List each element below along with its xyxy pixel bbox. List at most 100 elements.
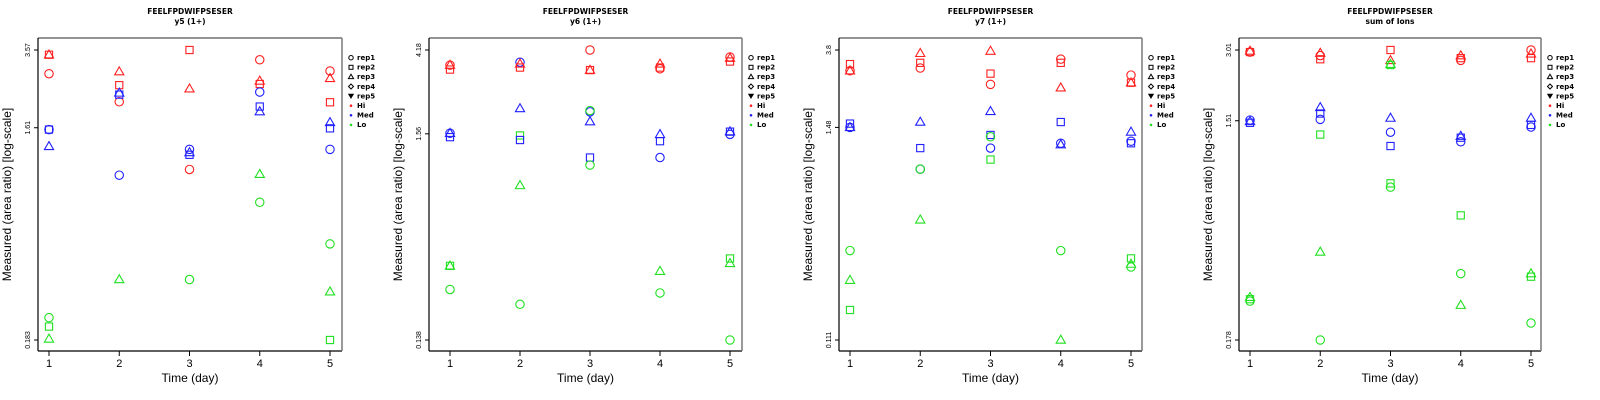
legend-label: rep4 <box>357 83 375 91</box>
triangle-down-icon <box>747 93 755 99</box>
legend-label: Med <box>357 112 374 120</box>
square-icon <box>348 64 354 70</box>
dot-icon <box>1149 114 1153 117</box>
data-point-lo-rep1 <box>1455 268 1466 279</box>
data-point-lo-rep1 <box>1385 182 1396 192</box>
legend-item: rep1 <box>1148 54 1175 62</box>
data-point-lo-rep3 <box>1455 299 1467 309</box>
chart-subtitle: sum of Ions <box>1365 17 1415 26</box>
data-point-med-rep3 <box>444 127 456 138</box>
x-axis-label: Time (day) <box>557 371 614 385</box>
data-point-med-rep3 <box>844 121 856 132</box>
data-points <box>444 45 736 345</box>
data-point-med-rep2 <box>515 135 525 145</box>
data-point-hi-rep3 <box>43 48 55 59</box>
data-point-med-rep1 <box>1526 122 1536 132</box>
data-point-med-rep2 <box>1386 141 1395 151</box>
legend-label: rep3 <box>357 73 375 81</box>
data-point-hi-rep1 <box>44 68 54 79</box>
x-tick-label: 3 <box>987 358 993 370</box>
legend-item: rep4 <box>347 83 375 91</box>
square-icon <box>1547 64 1553 70</box>
legend-label: rep1 <box>1556 54 1574 62</box>
legend-item: rep5 <box>1147 92 1175 100</box>
data-point-med-rep3 <box>1384 112 1397 122</box>
data-point-hi-rep1 <box>114 97 125 107</box>
dot-icon <box>749 123 753 127</box>
y-tick-label: 0.178 <box>1226 331 1233 349</box>
data-point-lo-rep3 <box>654 265 666 275</box>
triangle-icon <box>1147 73 1155 80</box>
dot-icon <box>749 114 753 117</box>
data-point-hi-rep3 <box>654 57 666 68</box>
data-point-med-rep3 <box>1055 138 1067 149</box>
y-tick-label: 1.56 <box>416 127 423 141</box>
data-point-med-rep2 <box>185 150 194 159</box>
x-tick-label: 5 <box>727 358 733 370</box>
data-point-med-rep1 <box>184 144 195 155</box>
data-point-med-rep3 <box>984 105 997 116</box>
data-point-lo-rep3 <box>844 274 856 284</box>
data-point-lo-rep3 <box>444 259 456 270</box>
x-tick-label: 1 <box>1247 358 1253 370</box>
data-points <box>43 45 336 345</box>
legend-label: rep2 <box>757 64 775 72</box>
x-tick-label: 2 <box>917 358 923 370</box>
x-axis-label: Time (day) <box>162 371 219 385</box>
data-point-lo-rep3 <box>1244 291 1256 302</box>
x-tick-label: 3 <box>186 358 192 370</box>
data-point-med-rep2 <box>44 125 54 134</box>
legend-item: Lo <box>1548 121 1565 129</box>
triangle-down-icon <box>347 93 355 99</box>
legend-item: Hi <box>349 102 365 110</box>
legend-item: rep3 <box>747 73 775 81</box>
data-point-hi-rep1 <box>1315 50 1326 61</box>
chart-subtitle: y7 (1+) <box>975 17 1006 26</box>
legend-item: rep1 <box>748 54 775 62</box>
data-point-lo-rep1 <box>585 160 595 170</box>
legend-item: Lo <box>749 121 766 129</box>
legend-item: rep4 <box>1546 83 1574 91</box>
data-point-hi-rep2 <box>1056 58 1065 67</box>
data-point-hi-rep3 <box>724 52 736 62</box>
legend-label: rep5 <box>757 92 775 100</box>
data-point-med-rep1 <box>1385 127 1396 137</box>
data-point-med-rep1 <box>1315 114 1326 125</box>
circle-icon <box>748 55 754 61</box>
legend-item: Lo <box>349 121 366 129</box>
chart-subtitle: y5 (1+) <box>174 17 205 26</box>
data-point-hi-rep1 <box>1245 47 1255 57</box>
data-point-lo-rep3 <box>254 168 266 178</box>
legend-label: rep3 <box>757 73 775 81</box>
data-point-med-rep3 <box>113 87 125 97</box>
data-point-lo-rep1 <box>1055 245 1066 256</box>
data-point-hi-rep3 <box>844 64 856 75</box>
diamond-icon <box>747 83 755 90</box>
circle-icon <box>1547 55 1553 61</box>
data-point-med-rep2 <box>255 102 264 111</box>
x-tick-label: 1 <box>447 358 453 370</box>
data-point-hi-rep2 <box>1316 55 1325 64</box>
data-point-hi-rep2 <box>845 59 855 69</box>
legend-item: rep1 <box>348 54 375 62</box>
data-point-hi-rep3 <box>1244 45 1256 55</box>
x-tick-label: 3 <box>587 358 593 370</box>
x-tick-label: 4 <box>257 358 263 370</box>
data-point-med-rep3 <box>914 116 926 126</box>
diamond-icon <box>347 83 355 90</box>
data-point-med-rep2 <box>845 119 855 128</box>
dot-icon <box>1548 104 1552 107</box>
legend-label: rep4 <box>1556 83 1574 91</box>
data-point-lo-rep1 <box>1126 262 1136 272</box>
data-point-hi-rep3 <box>914 47 926 58</box>
y-tick-label: 4.18 <box>416 43 423 57</box>
legend-label: rep2 <box>357 64 375 72</box>
legend-label: Med <box>1556 112 1573 120</box>
data-point-lo-rep3 <box>514 179 526 190</box>
data-point-lo-rep2 <box>1456 211 1465 220</box>
data-point-lo-rep3 <box>724 257 736 268</box>
data-point-lo-rep1 <box>725 335 735 345</box>
data-point-hi-rep2 <box>986 69 995 78</box>
